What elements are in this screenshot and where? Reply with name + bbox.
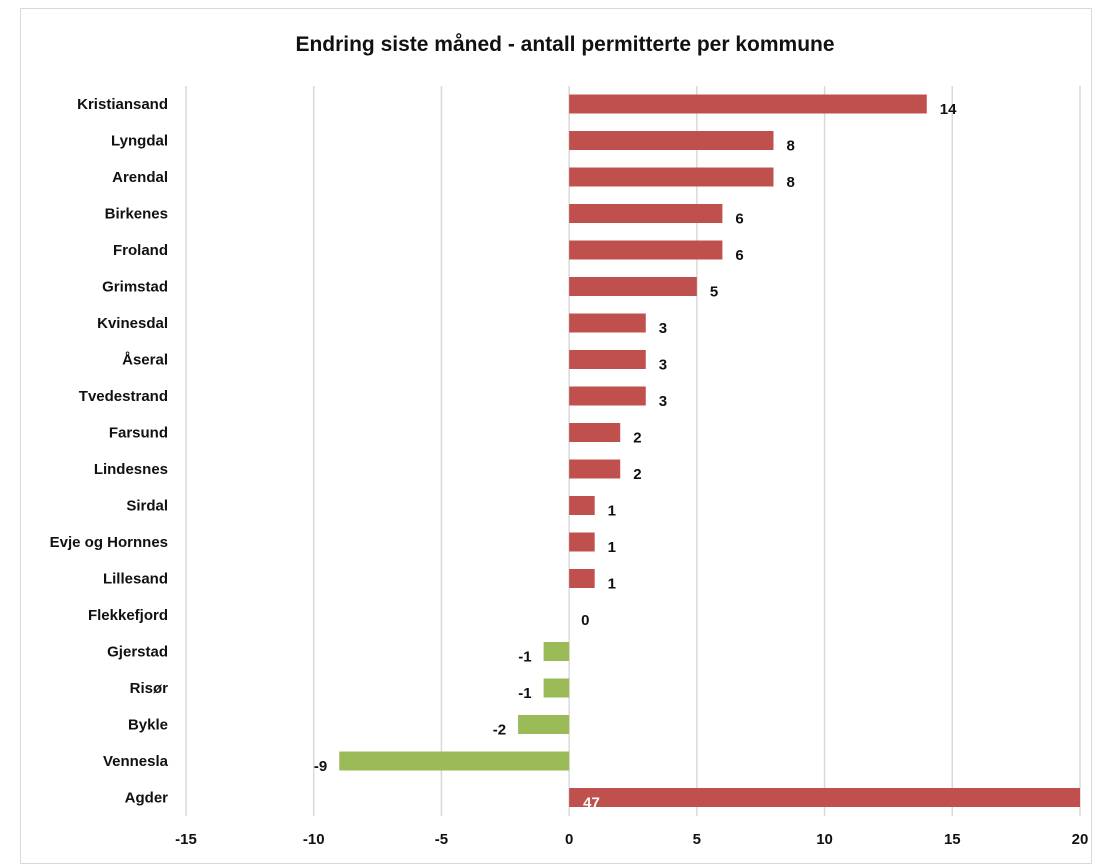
data-label: 14 bbox=[940, 101, 957, 118]
x-tick-label: 10 bbox=[816, 831, 833, 848]
bar bbox=[569, 131, 774, 150]
bar bbox=[569, 569, 595, 588]
category-label: Bykle bbox=[128, 717, 168, 734]
bar bbox=[569, 532, 595, 552]
x-tick-label: 5 bbox=[693, 831, 701, 848]
bar bbox=[569, 459, 621, 479]
category-label: Lyngdal bbox=[111, 133, 168, 150]
category-label: Evje og Hornnes bbox=[50, 534, 168, 551]
category-label: Vennesla bbox=[103, 753, 169, 770]
data-label: -1 bbox=[518, 649, 531, 666]
x-tick-label: -10 bbox=[303, 831, 325, 848]
data-label: 1 bbox=[608, 576, 616, 593]
category-label: Agder bbox=[125, 790, 169, 807]
category-label: Grimstad bbox=[102, 279, 168, 296]
data-label: 47 bbox=[583, 795, 600, 812]
x-tick-label: -5 bbox=[435, 831, 448, 848]
bar bbox=[569, 167, 774, 187]
x-tick-label: 15 bbox=[944, 831, 961, 848]
data-label: 0 bbox=[581, 612, 589, 629]
category-label: Birkenes bbox=[105, 206, 168, 223]
category-label: Risør bbox=[130, 680, 169, 697]
gridlines bbox=[185, 86, 1081, 816]
bar bbox=[339, 751, 570, 771]
x-axis-tick-labels: -15 -10 -5 0 5 10 15 20 bbox=[175, 831, 1088, 848]
bar bbox=[569, 94, 927, 114]
category-label: Gjerstad bbox=[107, 644, 168, 661]
bar bbox=[543, 642, 570, 661]
bar bbox=[569, 277, 697, 296]
category-label: Froland bbox=[113, 242, 168, 259]
data-label: 5 bbox=[710, 284, 718, 301]
category-labels: Kristiansand Lyngdal Arendal Birkenes Frolan… bbox=[50, 96, 169, 807]
category-label: Farsund bbox=[109, 425, 168, 442]
category-label: Kvinesdal bbox=[97, 315, 168, 332]
data-label: 6 bbox=[735, 247, 743, 264]
category-label: Sirdal bbox=[126, 498, 168, 515]
data-label: 8 bbox=[786, 174, 794, 191]
data-label: 3 bbox=[659, 357, 667, 374]
data-label: 3 bbox=[659, 393, 667, 410]
bar bbox=[569, 240, 723, 260]
bar bbox=[518, 715, 570, 734]
bar bbox=[569, 496, 595, 515]
bar bbox=[569, 423, 621, 442]
chart-title: Endring siste måned - antall permitterte… bbox=[295, 33, 834, 56]
category-label: Flekkefjord bbox=[88, 607, 168, 624]
x-tick-label: 0 bbox=[565, 831, 573, 848]
category-label: Lillesand bbox=[103, 571, 168, 588]
bar bbox=[569, 313, 646, 333]
category-label: Åseral bbox=[122, 352, 168, 369]
data-label: 1 bbox=[608, 503, 616, 520]
category-label: Lindesnes bbox=[94, 461, 168, 478]
data-label: -2 bbox=[493, 722, 506, 739]
bar bbox=[569, 386, 646, 406]
x-tick-label: -15 bbox=[175, 831, 197, 848]
data-label: -1 bbox=[518, 685, 531, 702]
data-label: 1 bbox=[608, 539, 616, 556]
category-label: Kristiansand bbox=[77, 96, 168, 113]
bars bbox=[339, 94, 1080, 807]
data-labels: 14 8 8 6 6 5 3 3 3 2 2 1 1 1 0 -1 -1 -2 -9 47 bbox=[314, 101, 957, 812]
data-label: 2 bbox=[633, 430, 641, 447]
bar bbox=[569, 788, 1080, 807]
data-label: -9 bbox=[314, 758, 327, 775]
data-label: 2 bbox=[633, 466, 641, 483]
bar bbox=[543, 678, 570, 698]
x-tick-label: 20 bbox=[1072, 831, 1089, 848]
data-label: 3 bbox=[659, 320, 667, 337]
data-label: 6 bbox=[735, 211, 743, 228]
bar bbox=[569, 350, 646, 369]
data-label: 8 bbox=[786, 138, 794, 155]
category-label: Arendal bbox=[112, 169, 168, 186]
category-label: Tvedestrand bbox=[79, 388, 168, 405]
bar bbox=[569, 204, 723, 223]
